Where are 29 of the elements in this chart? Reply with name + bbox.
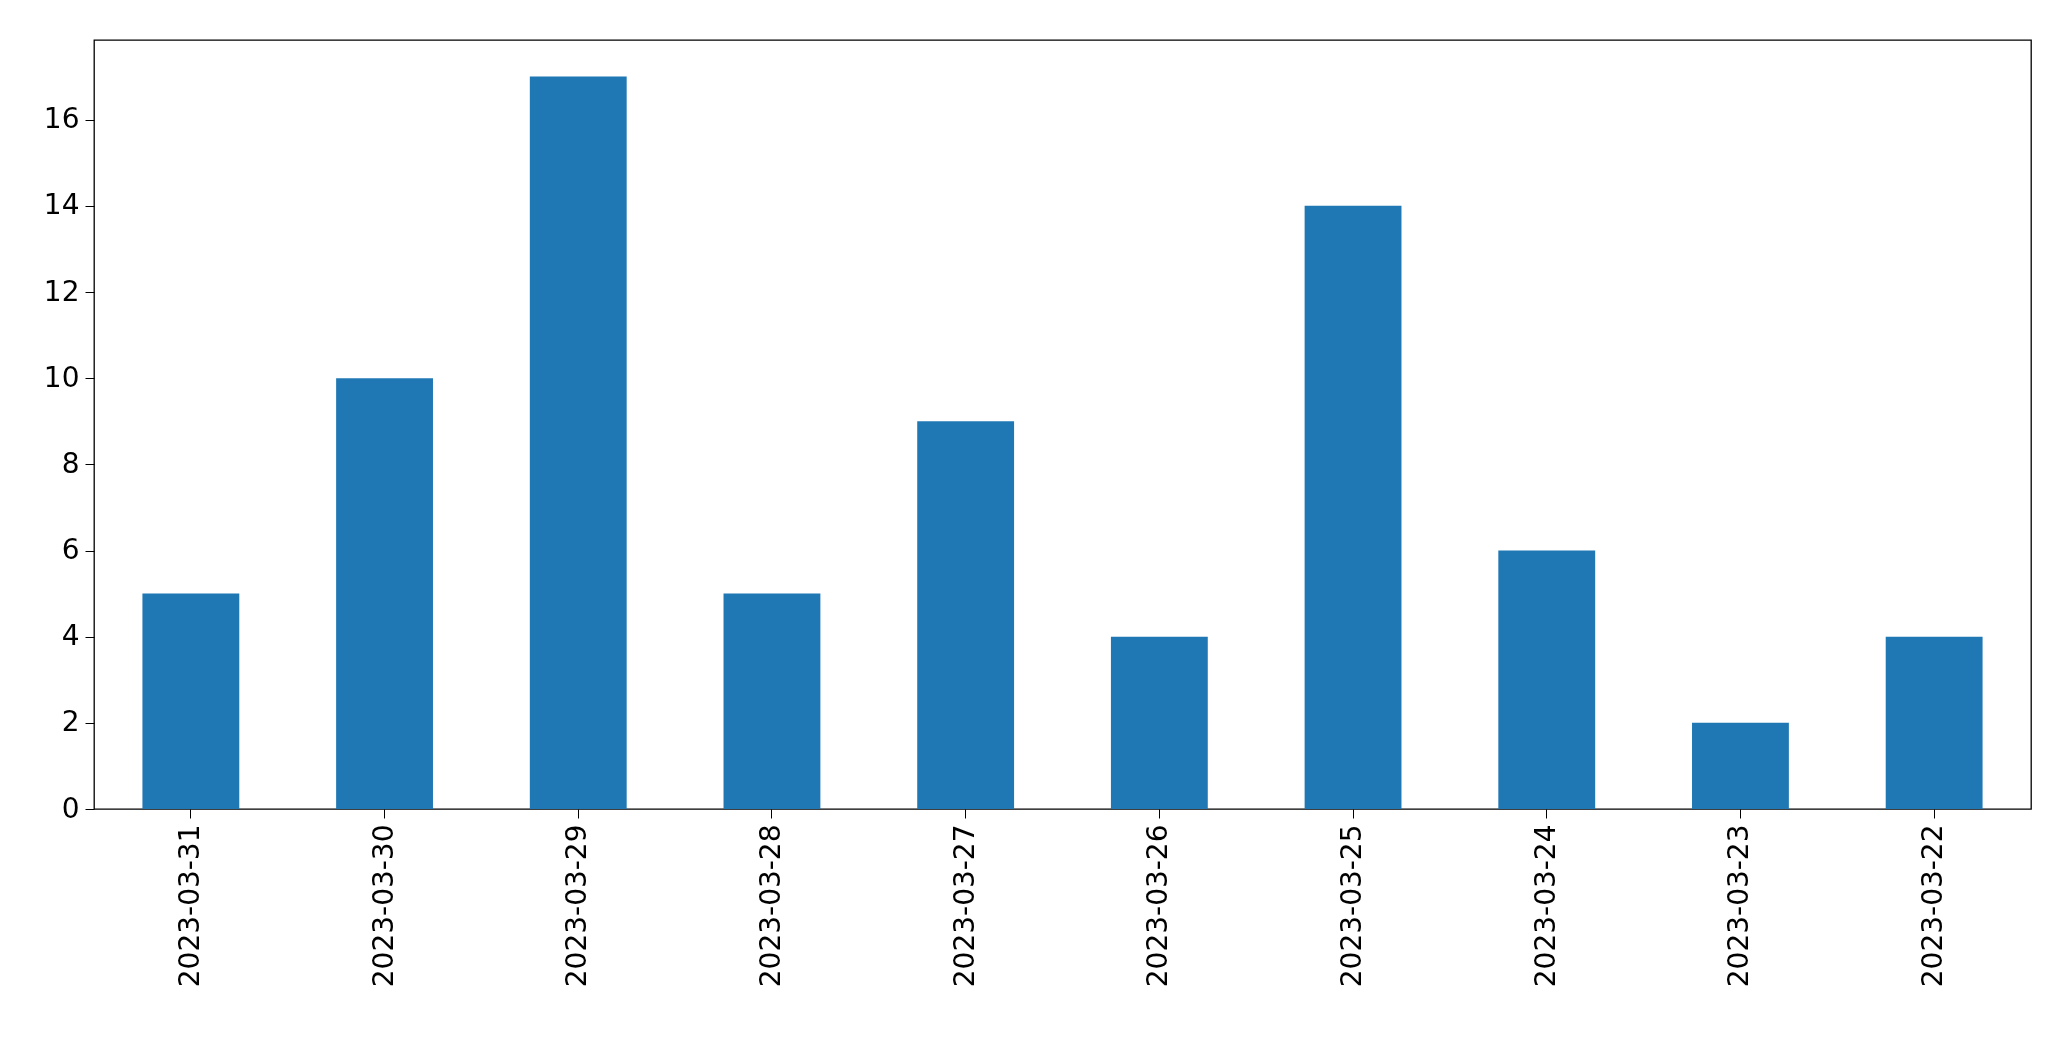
bar [917, 421, 1015, 809]
y-tick-label: 14 [43, 188, 80, 222]
y-tick-label: 6 [61, 533, 80, 567]
bar [336, 378, 433, 809]
x-tick-label: 2023-03-26 [1141, 824, 1175, 988]
bar [723, 593, 821, 809]
x-tick-label: 2023-03-25 [1335, 824, 1369, 988]
bar [1692, 722, 1789, 809]
x-tick-label: 2023-03-28 [753, 824, 787, 988]
bar [142, 593, 240, 809]
x-tick-label: 2023-03-30 [366, 824, 400, 988]
x-tick-label: 2023-03-27 [947, 824, 981, 988]
y-tick-label: 2 [61, 705, 80, 739]
bar [1110, 636, 1208, 809]
y-tick-label: 10 [43, 360, 80, 394]
x-tick-label: 2023-03-24 [1528, 824, 1562, 988]
y-tick-label: 8 [61, 446, 80, 480]
bar [529, 76, 627, 809]
y-tick-label: 16 [43, 102, 80, 136]
y-tick-label: 12 [43, 274, 80, 308]
x-tick-label: 2023-03-22 [1916, 824, 1950, 988]
bar [1304, 205, 1402, 809]
bar [1498, 550, 1596, 809]
bar [1885, 636, 1983, 809]
y-tick-label: 0 [61, 791, 80, 825]
x-tick-label: 2023-03-23 [1722, 824, 1756, 988]
x-tick-label: 2023-03-31 [172, 824, 206, 988]
x-tick-label: 2023-03-29 [560, 824, 594, 988]
y-tick-label: 4 [61, 619, 80, 653]
